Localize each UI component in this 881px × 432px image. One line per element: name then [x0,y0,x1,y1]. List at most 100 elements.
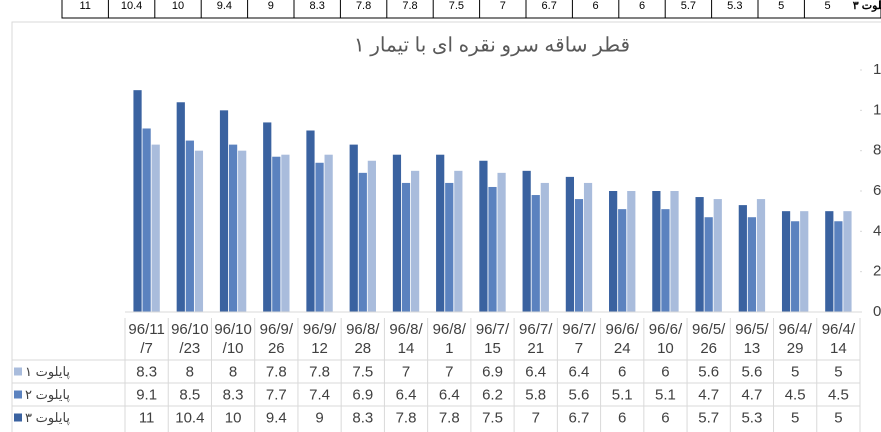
x-tick-label: 96/5/13 [735,321,769,357]
bar [185,140,194,312]
y-tick-label: 0 [873,303,881,320]
bar [618,209,627,312]
strip-cell: 7.8 [356,0,371,12]
bar [401,182,411,312]
legend-key [14,367,22,376]
x-tick-label: 96/7/21 [519,321,553,357]
x-tick-label: 96/8/1 [433,321,467,357]
bar [704,217,713,312]
table-cell: 8.3 [352,409,373,426]
strip-cell: 7.8 [402,0,417,12]
bar [176,102,185,313]
bar [349,144,358,312]
y-tick-label: 1 [873,61,881,78]
table-cell: 9.1 [136,386,157,403]
y-tick-label: 6 [873,182,881,199]
bar [652,191,661,312]
x-tick-label: 96/4/29 [778,321,812,357]
table-cell: 6 [661,363,669,380]
bar [540,182,549,312]
table-cell: 7.7 [266,386,287,403]
table-cell: 7.4 [309,386,330,403]
bar [263,122,272,312]
strip-cell: 11 [79,0,90,12]
strip-cell: 9 [268,0,274,12]
table-cell: 7.5 [482,409,503,426]
bar [522,170,531,312]
table-cell: 10.4 [175,409,204,426]
bar [834,221,843,312]
table-cell: 6.7 [569,409,590,426]
legend-label: پایلوت ۲ [25,387,70,403]
x-tick-label: 96/8/14 [389,321,423,357]
table-cell: 7.5 [352,363,373,380]
strip-cell: 6 [593,0,599,12]
bar [843,211,852,312]
bar [392,154,402,312]
strip-cell: 7.5 [449,0,464,12]
strip-cell: 6 [639,0,645,12]
strip-cell: 5 [778,0,784,12]
bar [324,154,333,312]
table-cell: 5 [834,409,842,426]
bar [488,186,497,312]
x-tick-label: 96/10/23 [171,321,209,357]
table-cell: 8.5 [179,386,200,403]
y-tick-label: 4 [873,222,881,239]
bar [713,199,722,312]
strip-cell: 5 [825,0,831,12]
x-tick-label: 96/4/14 [822,321,856,357]
table-cell: 6.9 [482,363,503,380]
bar [238,150,247,312]
x-tick-label: 96/7/7 [562,321,596,357]
bar [800,211,809,312]
table-cell: 5 [791,409,799,426]
bar [661,209,670,312]
table-cell: 4.7 [698,386,719,403]
bar [194,150,204,312]
x-tick-label: 96/7/15 [476,321,510,357]
bar [695,197,704,312]
table-cell: 6.9 [352,386,373,403]
x-tick-label: 96/8/28 [346,321,380,357]
bar [825,211,834,312]
strip-cell: 10.4 [121,0,142,12]
bar [497,172,506,312]
strip-cell: 5.7 [681,0,696,12]
table-cell: 6 [618,409,626,426]
x-tick-label: 96/11/7 [128,321,164,357]
table-cell: 4.5 [785,386,806,403]
bar [565,176,574,312]
table-cell: 8 [229,363,237,380]
x-tick-label: 96/5/26 [692,321,726,357]
y-tick-label: 1 [873,101,881,118]
strip-cell: 6.7 [542,0,557,12]
strip-cell: 10 [172,0,184,12]
table-cell: 5.6 [569,386,590,403]
x-tick-label: 96/6/10 [649,321,683,357]
bar [574,199,584,312]
bar [583,182,593,312]
bar [142,128,151,312]
bar [627,191,636,312]
table-cell: 4.7 [741,386,762,403]
strip-label: پایلوت ۳ [853,0,881,12]
table-cell: 6.4 [525,363,546,380]
bar [781,211,791,312]
table-cell: 6 [618,363,626,380]
bar [445,182,454,312]
strip-cell: 9.4 [217,0,232,12]
table-cell: 5.7 [698,409,719,426]
table-cell: 6 [661,409,669,426]
table-cell: 9.4 [266,409,287,426]
table-cell: 6.4 [396,386,417,403]
bar [219,110,229,312]
legend-label: پایلوت ۳ [25,410,70,426]
table-cell: 5 [791,363,799,380]
bar [479,160,488,312]
table-cell: 5.3 [741,409,762,426]
legend-label: پایلوت ۱ [25,364,70,380]
table-cell: 8.3 [136,363,157,380]
bar [133,90,142,313]
